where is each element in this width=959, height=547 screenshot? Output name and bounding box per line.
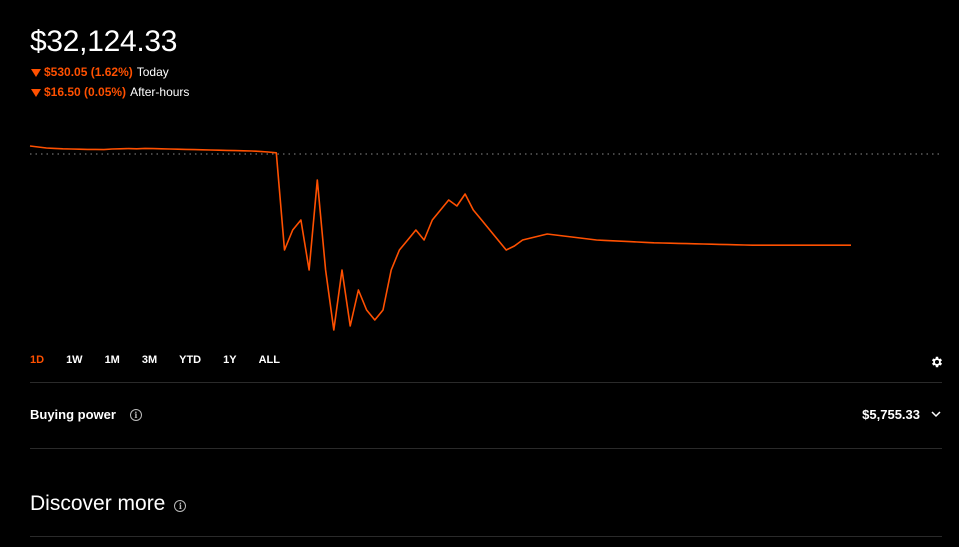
after-hours-change-label: After-hours [130, 85, 190, 99]
tab-1m[interactable]: 1M [104, 354, 120, 366]
portfolio-line [29, 145, 851, 331]
time-range-tabs: 1D 1W 1M 3M YTD 1Y ALL [30, 353, 302, 367]
after-hours-change-amount: $16.50 (0.05%) [44, 85, 127, 99]
tab-1d[interactable]: 1D [30, 354, 45, 366]
discover-more-section: Discover more i [30, 491, 187, 517]
divider [30, 536, 942, 537]
tab-1y[interactable]: 1Y [223, 354, 237, 366]
tab-3m[interactable]: 3M [141, 354, 158, 366]
divider [30, 382, 942, 383]
today-change-row: $530.05 (1.62%) Today [31, 65, 169, 79]
tab-all[interactable]: ALL [258, 354, 280, 366]
info-icon[interactable]: i [129, 408, 142, 421]
chevron-down-icon[interactable] [930, 408, 942, 420]
portfolio-value: $32,124.33 [30, 25, 178, 58]
portfolio-chart[interactable] [0, 140, 959, 340]
discover-more-title: Discover more [30, 492, 166, 515]
info-icon[interactable]: i [174, 499, 187, 512]
down-triangle-icon [31, 69, 41, 77]
tab-ytd[interactable]: YTD [179, 354, 202, 366]
today-change-label: Today [136, 65, 169, 79]
portfolio-chart-svg[interactable] [0, 140, 959, 340]
buying-power-row[interactable]: Buying power i $5,755.33 [30, 400, 942, 428]
buying-power-value: $5,755.33 [862, 406, 920, 422]
divider [30, 448, 942, 449]
buying-power-label: Buying power [30, 406, 116, 422]
gear-icon[interactable] [930, 355, 944, 369]
after-hours-change-row: $16.50 (0.05%) After-hours [31, 85, 189, 99]
down-triangle-icon [31, 89, 41, 97]
today-change-amount: $530.05 (1.62%) [44, 65, 133, 79]
tab-1w[interactable]: 1W [66, 354, 83, 366]
